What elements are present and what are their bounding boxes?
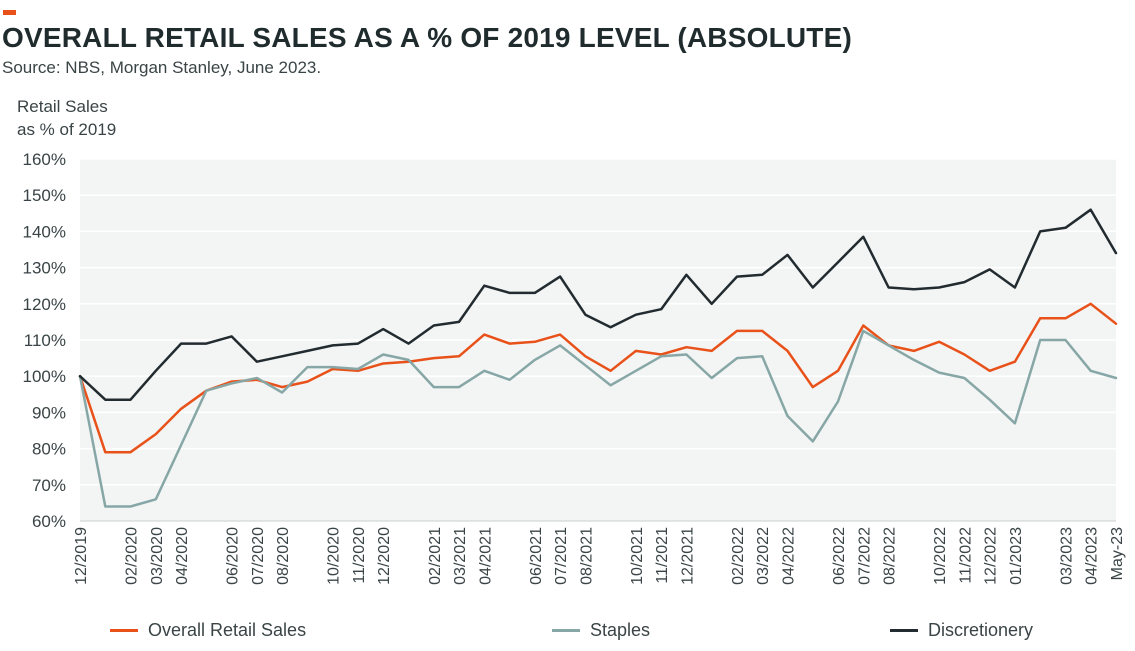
x-tick-label: 02/2022	[730, 527, 747, 585]
y-tick-label: 110%	[24, 331, 66, 350]
y-tick-label: 70%	[32, 476, 66, 495]
x-tick-label: 07/2022	[856, 527, 873, 585]
accent-bar	[3, 10, 16, 15]
x-tick-label: 07/2020	[250, 527, 267, 585]
x-tick-label: 06/2022	[831, 527, 848, 585]
x-tick-label: 03/2021	[452, 527, 469, 585]
x-tick-label: 11/2022	[957, 527, 974, 584]
x-tick-label: 03/2020	[149, 527, 166, 585]
x-tick-label: 12/2021	[679, 527, 696, 585]
x-tick-label: 06/2021	[528, 527, 545, 585]
series-line-staples	[78, 329, 1118, 508]
x-tick-label: 10/2022	[932, 527, 949, 585]
x-tick-label: 12/2019	[73, 527, 90, 585]
y-tick-label: 90%	[32, 403, 66, 422]
y-axis-label-line1: Retail Sales	[17, 97, 108, 116]
x-tick-label: 03/2022	[755, 527, 772, 585]
x-tick-label: 11/2020	[351, 527, 368, 584]
y-axis-label: Retail Sales as % of 2019	[17, 95, 116, 141]
legend-item-overall: Overall Retail Sales	[110, 620, 306, 641]
x-tick-label: 04/2020	[174, 527, 191, 585]
y-tick-label: 100%	[23, 367, 66, 386]
y-tick-label: 60%	[32, 512, 66, 531]
y-axis-label-line2: as % of 2019	[17, 120, 117, 139]
x-tick-label: 10/2020	[326, 527, 343, 585]
y-tick-label: 130%	[23, 259, 66, 278]
y-tick-label: 140%	[23, 222, 66, 241]
x-tick-label: 04/2023	[1084, 527, 1101, 585]
x-tick-label: 08/2022	[882, 527, 899, 585]
legend-label-discretionery: Discretionery	[928, 620, 1034, 640]
x-tick-label: 02/2020	[124, 527, 141, 585]
x-tick-label: 12/2022	[983, 527, 1000, 585]
y-tick-label: 160%	[23, 150, 66, 169]
x-tick-label: 11/2021	[654, 527, 671, 584]
chart-title: OVERALL RETAIL SALES AS A % OF 2019 LEVE…	[2, 22, 853, 53]
x-tick-label: 06/2020	[225, 527, 242, 585]
x-tick-label: 04/2022	[781, 527, 798, 585]
legend-swatch-overall	[110, 629, 138, 632]
x-tick-label: 02/2021	[427, 527, 444, 585]
series-line-discretionery	[78, 208, 1118, 401]
x-tick-label: May-23	[1109, 527, 1126, 580]
y-tick-label: 80%	[32, 440, 66, 459]
x-tick-label: 08/2021	[578, 527, 595, 585]
x-tick-label: 12/2020	[376, 527, 393, 585]
x-tick-label: 01/2023	[1008, 527, 1025, 585]
legend-swatch-discretionery	[890, 629, 918, 632]
legend-item-staples: Staples	[552, 620, 650, 641]
x-tick-label: 03/2023	[1058, 527, 1075, 585]
y-tick-label: 120%	[23, 295, 66, 314]
legend-item-discretionery: Discretionery	[890, 620, 1033, 641]
x-tick-label: 08/2020	[275, 527, 292, 585]
legend-label-overall: Overall Retail Sales	[148, 620, 307, 640]
legend-label-staples: Staples	[590, 620, 651, 640]
x-tick-label: 10/2021	[629, 527, 646, 585]
chart-subtitle: Source: NBS, Morgan Stanley, June 2023.	[2, 58, 322, 77]
x-tick-label: 04/2021	[477, 527, 494, 585]
legend-swatch-staples	[552, 629, 580, 632]
x-tick-label: 07/2021	[553, 527, 570, 585]
y-tick-label: 150%	[23, 186, 66, 205]
